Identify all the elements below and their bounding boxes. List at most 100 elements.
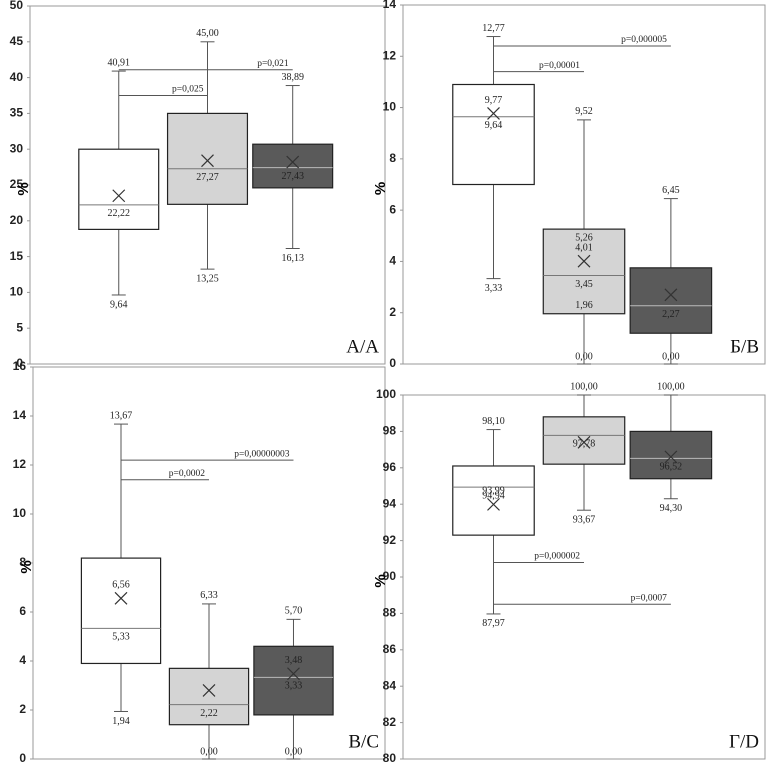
y-axis-label: % (372, 182, 389, 195)
box (542, 416, 626, 465)
y-tick-label: 92 (383, 533, 397, 547)
box (629, 267, 713, 334)
value-label: 94,94 (482, 490, 505, 501)
value-label: 9,64 (485, 120, 503, 131)
y-tick-label: 2 (19, 702, 26, 716)
y-axis-label: % (18, 560, 35, 573)
value-label: 40,91 (108, 57, 131, 68)
mean-marker (664, 288, 678, 302)
y-tick-label: 10 (10, 285, 24, 299)
mean-marker (287, 667, 300, 681)
y-tick-label: 100 (376, 387, 396, 401)
y-tick-label: 14 (383, 0, 397, 11)
mean-marker (577, 435, 591, 449)
box (80, 557, 162, 665)
p-value-label: p=0,000005 (621, 35, 667, 45)
mean-marker (286, 155, 300, 169)
p-value-label: p=0,025 (172, 85, 204, 95)
mean-marker (202, 683, 216, 697)
value-label: 5,33 (112, 632, 130, 643)
value-label: 9,77 (485, 95, 503, 106)
y-tick-label: 6 (19, 604, 26, 618)
value-label: 13,25 (196, 273, 219, 284)
p-value-label: p=0,00000003 (234, 449, 289, 459)
y-tick-label: 10 (13, 506, 27, 520)
value-label: 3,45 (575, 279, 593, 290)
box (542, 228, 626, 315)
box (166, 112, 249, 205)
y-tick-label: 10 (383, 100, 397, 114)
value-label: 3,48 (285, 655, 303, 666)
mean-marker (487, 497, 500, 511)
value-label: 98,10 (482, 416, 505, 427)
value-label: 0,00 (285, 746, 303, 757)
y-tick-label: 35 (10, 106, 24, 120)
y-tick-label: 50 (10, 0, 24, 12)
p-value-label: p=0,00001 (539, 61, 580, 71)
y-tick-label: 4 (389, 254, 396, 268)
value-label: 2,27 (662, 309, 680, 320)
value-label: 96,52 (660, 462, 683, 473)
y-tick-label: 82 (383, 715, 397, 729)
value-label: 27,43 (281, 171, 304, 182)
y-axis-label: % (15, 182, 32, 195)
y-tick-label: 84 (383, 678, 397, 692)
value-label: 97,78 (573, 439, 596, 450)
p-value-label: p=0,0002 (169, 469, 205, 479)
y-tick-label: 25 (10, 177, 24, 191)
y-tick-label: 16 (13, 359, 27, 373)
y-tick-label: 45 (10, 34, 24, 48)
value-label: 12,77 (482, 23, 505, 34)
y-tick-label: 12 (383, 48, 397, 62)
y-tick-label: 8 (19, 555, 26, 569)
value-label: 100,00 (570, 381, 598, 392)
y-tick-label: 20 (10, 213, 24, 227)
p-value-label: p=0,000002 (534, 552, 580, 562)
y-tick-label: 94 (383, 496, 397, 510)
value-label: 1,96 (575, 300, 593, 311)
value-label: 3,33 (485, 283, 503, 294)
value-label: 3,33 (285, 681, 303, 692)
p-value-label: p=0,0007 (631, 593, 667, 603)
value-label: 38,89 (281, 72, 304, 83)
y-tick-label: 2 (389, 305, 396, 319)
p-value-label: p=0,021 (257, 59, 289, 69)
value-label: 16,13 (281, 253, 304, 264)
y-tick-label: 5 (16, 320, 23, 334)
panel-label: А/A (346, 336, 379, 357)
mean-marker (577, 254, 591, 268)
value-label: 4,01 (575, 242, 593, 253)
y-tick-label: 12 (13, 457, 27, 471)
y-tick-label: 15 (10, 249, 24, 263)
value-label: 93,99 (482, 486, 505, 497)
value-label: 87,97 (482, 618, 505, 629)
y-tick-label: 6 (389, 202, 396, 216)
panel-label: В/C (348, 731, 379, 752)
panel-label: Б/B (730, 336, 759, 357)
value-label: 0,00 (575, 351, 593, 362)
mean-marker (112, 189, 126, 203)
value-label: 9,52 (575, 106, 593, 117)
box (452, 83, 535, 186)
mean-marker (201, 154, 214, 168)
value-label: 1,94 (112, 716, 130, 727)
mean-marker (664, 450, 678, 464)
y-tick-label: 0 (19, 751, 26, 765)
y-tick-label: 98 (383, 424, 397, 438)
y-axis-label: % (372, 574, 389, 587)
value-label: 6,56 (112, 580, 130, 591)
value-label: 22,22 (108, 208, 131, 219)
y-tick-label: 40 (10, 70, 24, 84)
mean-marker (487, 107, 500, 120)
mean-marker (114, 591, 128, 605)
value-label: 13,67 (110, 410, 133, 421)
y-tick-label: 0 (389, 356, 396, 370)
y-tick-label: 90 (383, 569, 397, 583)
y-tick-label: 30 (10, 141, 24, 155)
box (252, 143, 334, 189)
panel-label: Г/D (729, 731, 759, 752)
box (253, 645, 334, 716)
y-tick-label: 4 (19, 653, 26, 667)
